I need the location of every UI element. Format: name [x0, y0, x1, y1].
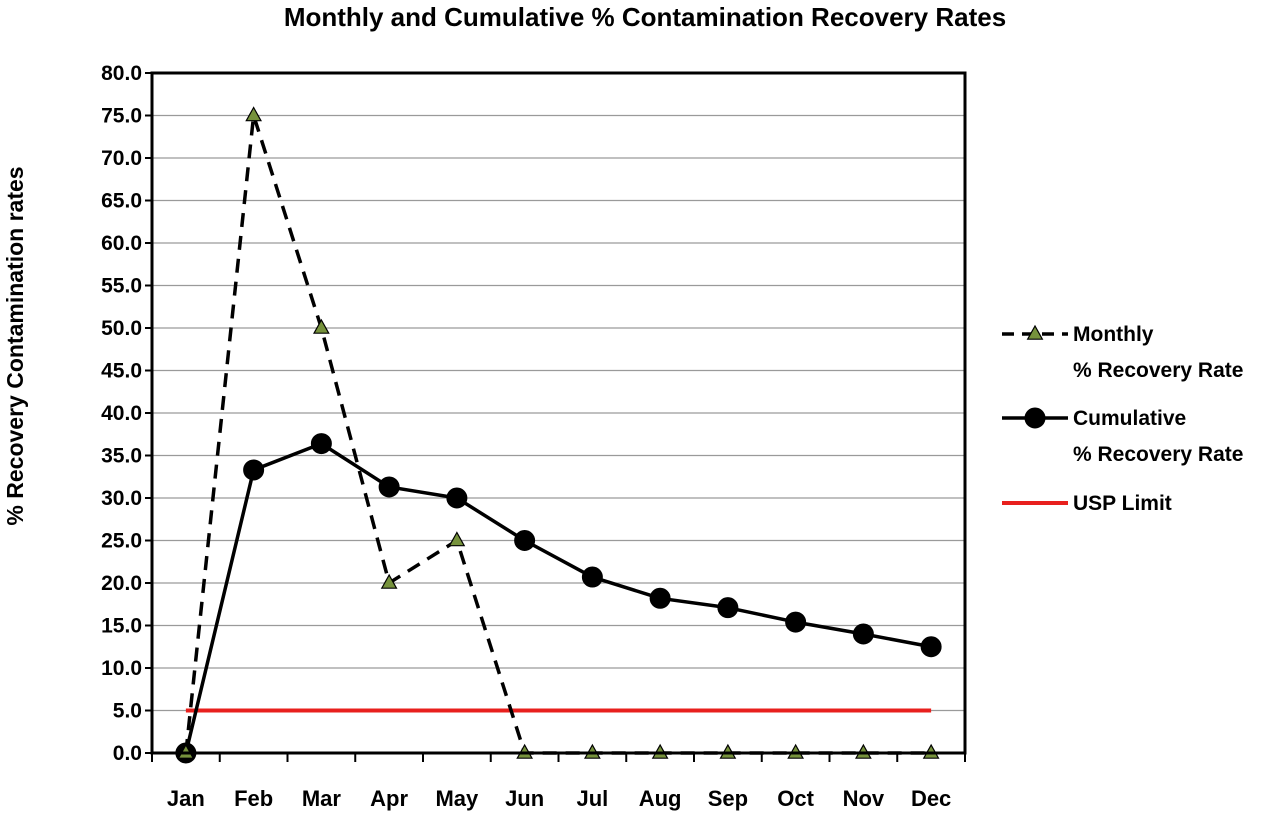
y-axis-ticks: 0.0 5.0 10.0 15.0 20.0 25.0 30.0 35.0 40.0 45.0 50…	[101, 62, 152, 765]
legend: Monthly % Recovery Rate Cumulative % Recove…	[1002, 323, 1243, 515]
data-point	[581, 566, 603, 588]
x-tick-label: Feb	[234, 786, 273, 811]
legend-marker	[1026, 324, 1044, 340]
data-point	[717, 597, 739, 619]
legend-label: USP Limit	[1073, 492, 1172, 515]
data-point	[448, 531, 466, 547]
data-point	[649, 587, 671, 609]
y-tick-label: 45.0	[101, 360, 142, 383]
x-tick-label: May	[435, 786, 479, 811]
data-point	[245, 106, 263, 122]
y-axis-label: % Recovery Contamination rates	[2, 166, 28, 525]
series-line	[184, 441, 932, 754]
legend-label: % Recovery Rate	[1073, 443, 1243, 466]
y-tick-label: 55.0	[101, 275, 142, 298]
data-point	[378, 476, 400, 498]
legend-label: Monthly	[1073, 323, 1154, 346]
x-tick-label: Dec	[911, 786, 951, 811]
data-point	[312, 318, 330, 334]
x-tick-label: Sep	[708, 786, 748, 811]
data-point	[514, 530, 536, 551]
x-tick-label: Jun	[505, 786, 544, 811]
series-layer	[175, 106, 942, 764]
x-tick-label: Nov	[843, 786, 885, 811]
y-tick-label: 20.0	[101, 572, 142, 595]
data-point	[785, 611, 807, 633]
y-tick-label: 0.0	[113, 742, 142, 765]
data-point	[310, 433, 332, 455]
x-axis-ticks: Jan Feb Mar Apr May Jun Jul Aug Sep Oct Nov Dec	[151, 753, 966, 811]
gridlines	[152, 114, 965, 712]
y-tick-label: 65.0	[101, 190, 142, 213]
plot-frame	[150, 71, 967, 755]
chart-title: Monthly and Cumulative % Contamination R…	[284, 2, 1006, 32]
y-tick-label: 30.0	[101, 487, 142, 510]
series-0	[177, 106, 940, 759]
legend-marker	[1024, 407, 1046, 429]
legend-item-1: Cumulative % Recovery Rate	[1002, 407, 1243, 466]
y-tick-label: 60.0	[101, 232, 142, 255]
y-tick-label: 5.0	[113, 700, 142, 723]
data-point	[852, 623, 874, 645]
y-tick-label: 15.0	[101, 615, 142, 638]
x-tick-label: Mar	[302, 786, 342, 811]
x-tick-label: Jan	[167, 786, 205, 811]
x-tick-label: Apr	[370, 786, 408, 811]
data-point	[446, 487, 468, 509]
legend-label: % Recovery Rate	[1073, 359, 1243, 382]
x-tick-label: Oct	[777, 786, 814, 811]
data-point	[920, 636, 942, 658]
legend-label: Cumulative	[1073, 407, 1186, 430]
y-tick-label: 40.0	[101, 402, 142, 425]
y-tick-label: 35.0	[101, 445, 142, 468]
series-line	[184, 113, 932, 755]
y-tick-label: 75.0	[101, 105, 142, 128]
y-tick-label: 70.0	[101, 147, 142, 170]
y-tick-label: 25.0	[101, 530, 142, 553]
y-tick-label: 80.0	[101, 62, 142, 85]
x-tick-label: Aug	[639, 786, 682, 811]
x-tick-label: Jul	[576, 786, 608, 811]
data-point	[380, 573, 398, 589]
legend-item-2: USP Limit	[1002, 492, 1172, 515]
y-tick-label: 10.0	[101, 657, 142, 680]
data-point	[243, 459, 265, 481]
y-tick-label: 50.0	[101, 317, 142, 340]
series-1	[175, 433, 942, 764]
legend-item-0: Monthly % Recovery Rate	[1002, 323, 1243, 382]
